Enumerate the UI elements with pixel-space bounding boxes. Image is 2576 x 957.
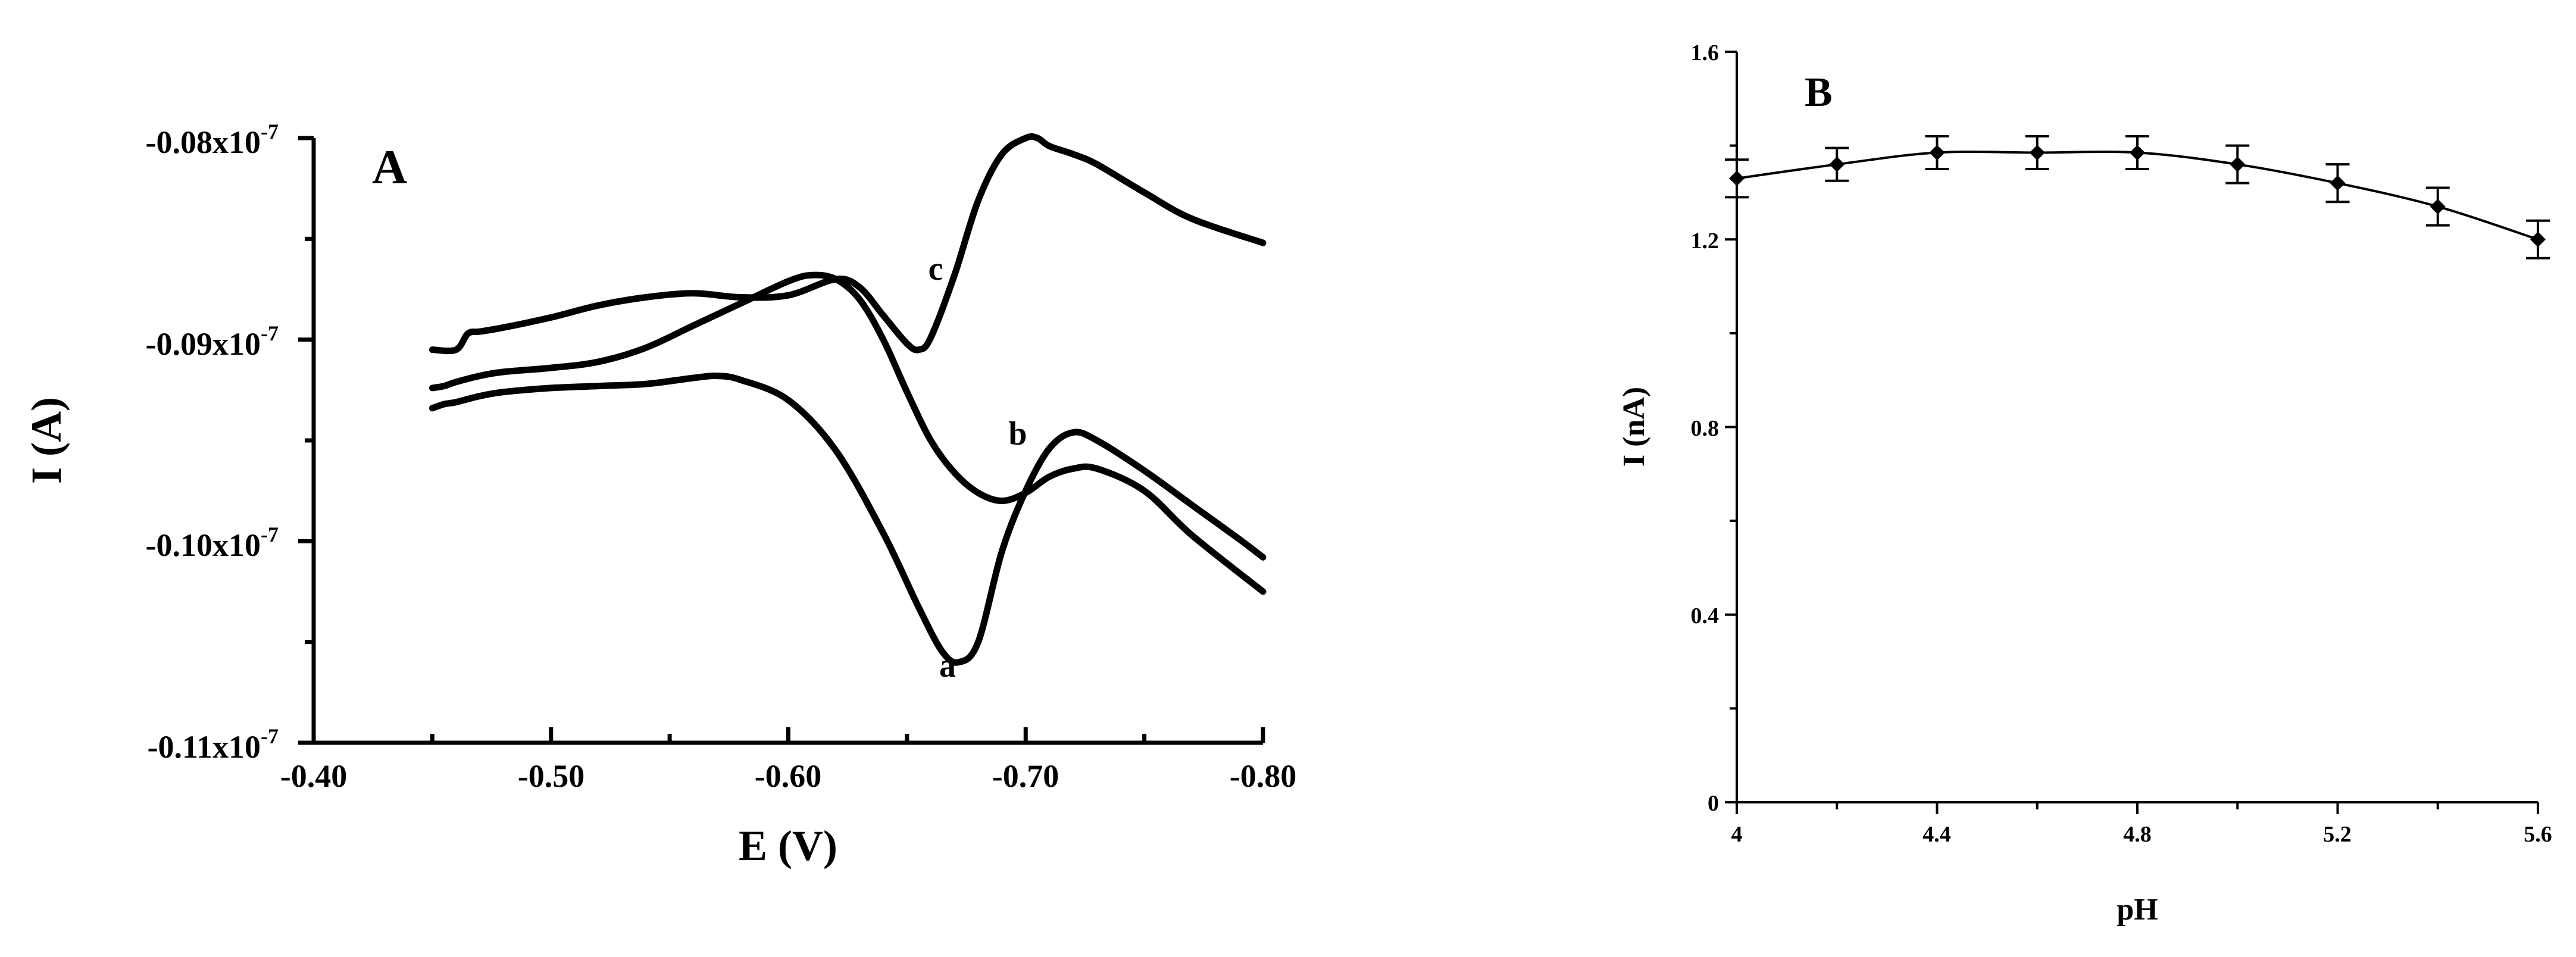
curve-label-a: a [939, 648, 956, 684]
panel-a-y-tick-exponent: -7 [261, 523, 279, 546]
panel-b-y-tick-label: 0.4 [1691, 603, 1720, 628]
panel-b-y-tick-label: 1.2 [1691, 229, 1720, 254]
panel-b-y-tick-labels: 0 0.4 0.8 1.2 1.6 [1691, 40, 1720, 816]
panel-b-y-tick-label: 1.6 [1691, 40, 1720, 65]
panel-b-x-tick-labels: 4 4.4 4.8 5.2 5.6 [1731, 822, 2552, 847]
panel-a-y-tick-exponent: -7 [261, 724, 279, 748]
panel-a-y-tick-mantissa: -0.09x10 [146, 326, 261, 362]
panel-b-ticks [1725, 51, 2539, 814]
panel-a-x-tick-labels: -0.40 -0.50 -0.60 -0.70 -0.80 [280, 758, 1296, 794]
data-point [1929, 145, 1945, 161]
curve-c [429, 133, 1267, 355]
panel-a-y-tick-mantissa: -0.11x10 [147, 729, 261, 765]
panel-b-y-tick-label: 0.8 [1691, 416, 1720, 441]
panel-b-y-axis-title: I (nA) [1617, 387, 1651, 467]
panel-a-y-tick-exponent: -7 [261, 120, 279, 143]
panel-a-chart: -0.40 -0.50 -0.60 -0.70 -0.80 -0.08x10-7… [23, 120, 1296, 870]
panel-b-x-tick-label: 4 [1731, 822, 1743, 847]
panel-a-y-axis-title: I (A) [23, 397, 70, 484]
panel-b-x-axis-title: pH [2117, 893, 2158, 927]
panel-b-x-tick-label: 5.6 [2524, 822, 2552, 847]
data-point [2430, 199, 2446, 215]
data-point [2230, 157, 2246, 173]
curve-b [429, 271, 1267, 595]
data-point [2530, 232, 2546, 248]
panel-a-label: A [372, 140, 407, 194]
curve-a [429, 373, 1267, 666]
panel-a-y-tick-mantissa: -0.10x10 [146, 527, 261, 563]
panel-a-x-tick-label: -0.50 [518, 758, 584, 794]
panel-b-chart: 4 4.4 4.8 5.2 5.6 0 0.4 0.8 1.2 1.6 pH I… [1617, 40, 2552, 927]
data-point [1829, 157, 1845, 173]
panel-a-x-tick-label: -0.60 [755, 758, 821, 794]
panel-a-x-axis-title: E (V) [739, 822, 837, 870]
panel-a-y-tick-exponent: -7 [261, 321, 279, 345]
panel-b-series [1725, 135, 2550, 259]
panel-b-x-tick-label: 4.4 [1922, 822, 1951, 847]
panel-a-y-tick-mantissa: -0.08x10 [146, 124, 261, 160]
panel-a-ticks [298, 136, 1265, 745]
panel-b-x-tick-label: 4.8 [2123, 822, 2152, 847]
curve-label-b: b [1008, 415, 1027, 452]
data-point [2130, 145, 2145, 161]
panel-a-curves [429, 133, 1267, 666]
panel-a-x-tick-label: -0.80 [1230, 758, 1296, 794]
curve-label-c: c [929, 251, 943, 287]
panel-b-y-tick-label: 0 [1708, 791, 1719, 816]
panel-a-x-tick-label: -0.40 [280, 758, 347, 794]
panel-b-x-tick-label: 5.2 [2323, 822, 2352, 847]
panel-a-y-tick-label: -0.09x10-7 [146, 321, 279, 362]
panel-a-y-tick-labels: -0.08x10-7 -0.09x10-7 -0.10x10-7 -0.11x1… [146, 120, 279, 765]
panel-a-y-tick-label: -0.08x10-7 [146, 120, 279, 160]
panel-a-x-tick-label: -0.70 [992, 758, 1059, 794]
data-point [1729, 170, 1745, 186]
panel-b-label: B [1805, 70, 1833, 115]
data-point [2330, 175, 2346, 191]
panel-a-y-tick-label: -0.10x10-7 [146, 523, 279, 563]
panel-a-y-tick-label: -0.11x10-7 [147, 724, 279, 765]
data-point [2029, 145, 2045, 161]
